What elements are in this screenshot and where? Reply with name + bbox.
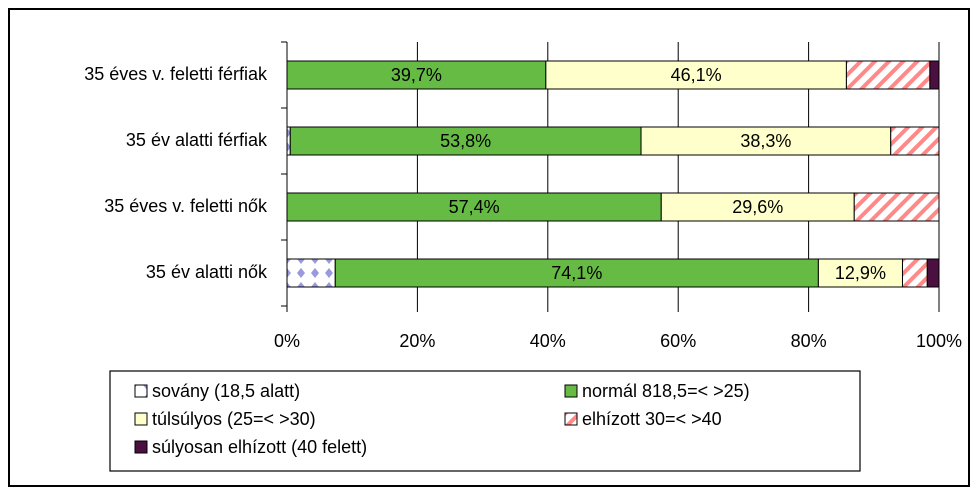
bar-segment [334,258,819,288]
data-label: 46,1% [671,65,722,85]
legend-swatch [134,384,148,398]
bar-segment [286,258,336,288]
legend-label: normál 818,5=< >25) [582,381,750,401]
x-tick-label: 100% [916,331,962,351]
x-tick-label: 60% [660,331,696,351]
y-tick-label: 35 éves v. feletti férfiak [84,64,268,84]
bar-segment [289,126,642,156]
bar-segment [286,192,662,222]
x-tick-label: 0% [274,331,300,351]
x-tick-label: 80% [791,331,827,351]
legend-swatch [564,412,578,426]
data-label: 74,1% [551,263,602,283]
data-label: 53,8% [440,131,491,151]
x-tick-label: 20% [399,331,435,351]
legend-swatch [564,384,578,398]
y-tick-label: 35 év alatti férfiak [126,130,268,150]
bar-segment [890,126,940,156]
legend-label: túlsúlyos (25=< >30) [152,409,316,429]
x-tick-label: 40% [530,331,566,351]
legend-label: sovány (18,5 alatt) [152,381,300,401]
legend-box [109,370,861,472]
data-label: 38,3% [740,131,791,151]
bar-segment [853,192,940,222]
bar-segment [845,60,931,90]
legend-swatch [134,440,148,454]
data-label: 12,9% [835,263,886,283]
y-tick-label: 35 éves v. feletti nők [104,196,268,216]
legend-label: elhízott 30=< >40 [582,409,722,429]
data-label: 39,7% [391,65,442,85]
legend-swatch [134,412,148,426]
bar-segment [926,258,940,288]
legend-label: súlyosan elhízott (40 felett) [152,437,367,457]
y-tick-label: 35 év alatti nők [146,262,268,282]
bar-segment [660,192,855,222]
bar-segment [545,60,847,90]
bar-segment [817,258,903,288]
data-label: 57,4% [449,197,500,217]
bar-segment [929,60,940,90]
data-label: 29,6% [732,197,783,217]
bar-segment [901,258,928,288]
